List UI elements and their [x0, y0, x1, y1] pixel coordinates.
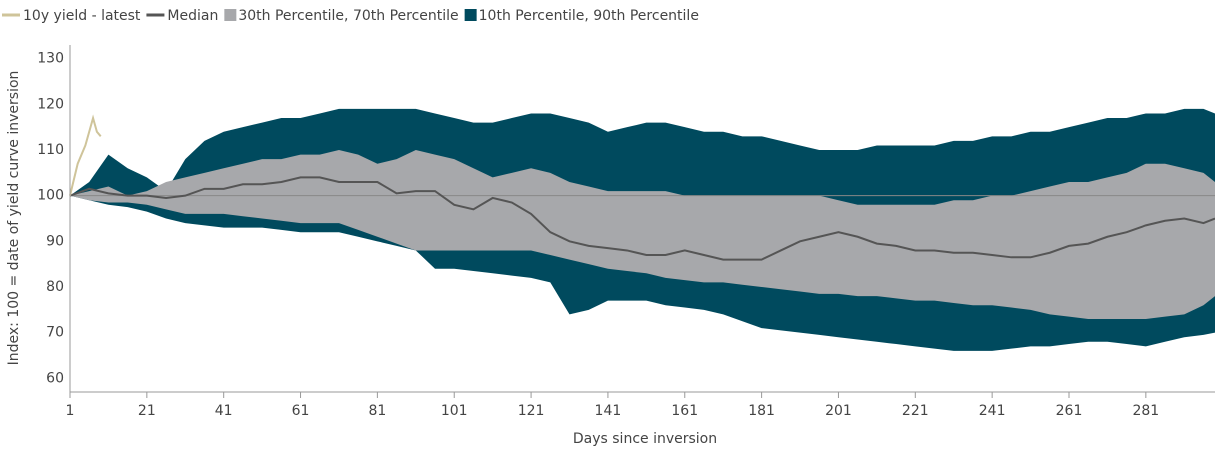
- legend-swatch: [224, 9, 237, 21]
- series-line: [69, 114, 102, 196]
- y-tick-label: 120: [37, 96, 64, 112]
- x-tick-label: 161: [671, 403, 698, 419]
- y-tick-label: 80: [46, 279, 64, 295]
- legend: 10y yield - latest Median 30th Percentile,…: [2, 8, 699, 24]
- x-tick-label: 41: [215, 403, 233, 419]
- y-tick-label: 130: [37, 51, 64, 67]
- x-tick-label: 221: [902, 403, 929, 419]
- x-tick-label: 141: [595, 403, 622, 419]
- percentile-band: [70, 150, 1215, 319]
- x-tick-label: 121: [518, 403, 545, 419]
- legend-label: 10th Percentile, 90th Percentile: [479, 8, 699, 24]
- x-tick-label: 181: [748, 403, 775, 419]
- y-tick-label: 90: [46, 233, 64, 249]
- y-axis-label: Index: 100 = date of yield curve inversi…: [6, 71, 22, 366]
- x-tick-label: 101: [441, 403, 468, 419]
- legend-label: Median: [167, 8, 218, 24]
- y-tick-label: 70: [46, 325, 64, 341]
- y-tick-label: 60: [46, 370, 64, 386]
- x-tick-label: 81: [368, 403, 386, 419]
- x-tick-label: 61: [292, 403, 310, 419]
- legend-label: 10y yield - latest: [23, 8, 141, 24]
- y-tick-label: 110: [37, 142, 64, 158]
- series-line: [69, 176, 1215, 261]
- y-tick-label: 100: [37, 188, 64, 204]
- legend-label: 30th Percentile, 70th Percentile: [238, 8, 458, 24]
- x-tick-label: 21: [138, 403, 156, 419]
- x-tick-label: 1: [66, 403, 75, 419]
- legend-swatch: [464, 9, 477, 21]
- x-tick-label: 201: [825, 403, 852, 419]
- x-axis-label: Days since inversion: [573, 431, 717, 447]
- x-tick-label: 281: [1132, 403, 1159, 419]
- x-tick-label: 241: [979, 403, 1006, 419]
- x-tick-label: 261: [1056, 403, 1083, 419]
